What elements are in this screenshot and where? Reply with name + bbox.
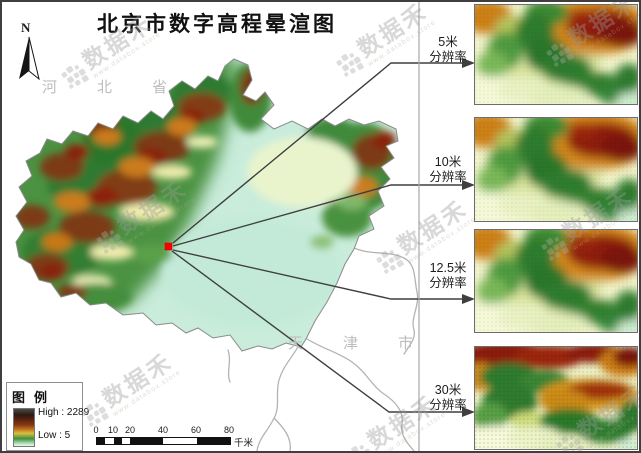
scale-bar: 0 10 20 40 60 80 千米 (88, 422, 263, 450)
elevation-ramp-swatch (13, 408, 35, 447)
scale-tick-label: 20 (124, 425, 136, 435)
legend-high-value: High : 2289 (38, 407, 90, 418)
beijing-region (15, 58, 399, 352)
page-title: 北京市数字高程晕渲图 (97, 12, 337, 36)
inset-label-12-5m: 12.5米 分辨率 (419, 261, 477, 290)
inset-dem-5m (474, 4, 638, 105)
inset-dem-30m (474, 346, 638, 450)
leader-lines (171, 62, 463, 413)
province-label-hebei: 河北省 (42, 79, 208, 96)
resolution-value: 10米 (434, 155, 462, 169)
sample-location-marker (164, 242, 173, 251)
legend-low-value: Low : 5 (38, 430, 71, 441)
scale-tick-label: 10 (107, 425, 119, 435)
inset-label-10m: 10米 分辨率 (419, 155, 477, 184)
north-label: N (21, 20, 31, 35)
scale-bar-graphic (96, 437, 231, 445)
legend-title: 图例 (12, 390, 57, 405)
resolution-suffix: 分辨率 (429, 169, 467, 184)
scale-tick-label: 0 (93, 425, 99, 435)
scale-unit-label: 千米 (234, 438, 254, 449)
resolution-suffix: 分辨率 (429, 49, 467, 64)
scale-tick-label: 80 (223, 425, 235, 435)
legend-box: 图例 High : 2289 Low : 5 (6, 382, 89, 451)
inset-label-5m: 5米 分辨率 (419, 35, 477, 64)
inset-dem-10m (474, 117, 638, 222)
province-label-tianjin: 天津市 (288, 335, 454, 352)
resolution-suffix: 分辨率 (429, 275, 467, 290)
leader-arrowheads (462, 58, 475, 417)
north-arrow-icon (19, 36, 40, 81)
scale-tick-label: 60 (190, 425, 202, 435)
scale-tick-label: 40 (157, 425, 169, 435)
resolution-value: 12.5米 (429, 261, 467, 275)
resolution-value: 5米 (438, 35, 458, 49)
resolution-value: 30米 (434, 383, 462, 397)
resolution-suffix: 分辨率 (429, 397, 467, 412)
inset-label-30m: 30米 分辨率 (419, 383, 477, 412)
inset-dem-12-5m (474, 229, 638, 333)
